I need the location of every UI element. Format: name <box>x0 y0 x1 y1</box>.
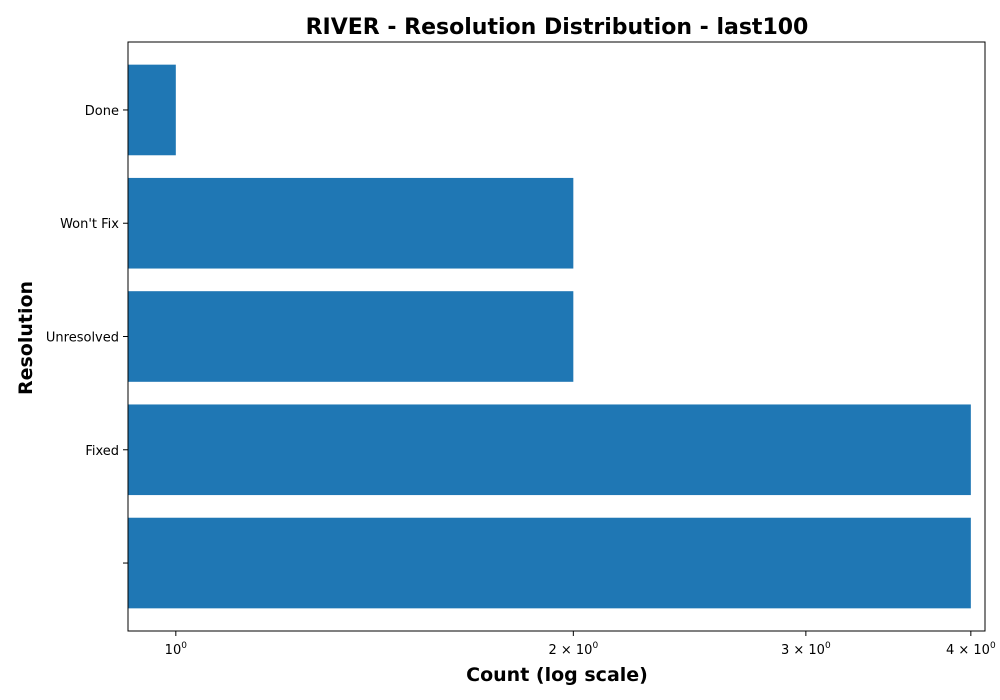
y-axis-title: Resolution <box>15 281 37 395</box>
x-axis-title: Count (log scale) <box>466 664 648 686</box>
y-tick-label: Fixed <box>85 444 119 459</box>
y-tick-label: Won't Fix <box>60 217 119 232</box>
x-tick-label: 3 × 100 <box>781 641 831 658</box>
chart-title: RIVER - Resolution Distribution - last10… <box>306 15 809 40</box>
x-tick-label: 2 × 100 <box>548 641 598 658</box>
bar-fixed <box>128 404 971 496</box>
bar-unresolved <box>128 291 574 382</box>
bar-won-t-fix <box>128 177 574 269</box>
y-tick-label: Unresolved <box>46 331 119 346</box>
bars-layer <box>128 64 971 609</box>
bar-blank <box>128 517 971 609</box>
bar-done <box>128 64 176 156</box>
y-tick-label: Done <box>85 104 119 119</box>
y-axis-ticks: Fixed Unresolved Won't Fix Done <box>46 104 128 564</box>
x-tick-label: 4 × 100 <box>946 641 996 658</box>
x-axis-ticks: 100 2 × 100 3 × 100 4 × 100 <box>165 631 996 658</box>
x-tick-label: 100 <box>165 641 188 658</box>
